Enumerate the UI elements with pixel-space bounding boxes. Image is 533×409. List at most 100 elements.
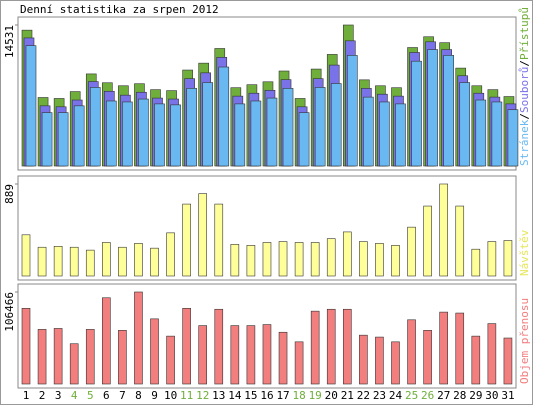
bar — [359, 334, 368, 385]
x-tick-label: 30 — [485, 389, 498, 402]
x-tick-label: 7 — [119, 389, 126, 402]
bar — [471, 248, 481, 277]
bar — [69, 246, 79, 277]
legend: Objem přenosu — [518, 298, 531, 384]
y-tick-label: 889 — [3, 184, 16, 204]
bar — [427, 49, 438, 167]
x-tick-label: 21 — [341, 389, 354, 402]
legend-entry: Objem přenosu — [518, 298, 531, 384]
bar — [154, 103, 165, 167]
bar — [391, 245, 400, 277]
bar — [230, 244, 240, 277]
y-tick-label: 14531 — [3, 25, 16, 58]
bar — [166, 335, 175, 385]
bar — [246, 325, 256, 385]
x-tick-label: 4 — [71, 389, 78, 402]
bar — [310, 242, 320, 277]
bar — [262, 324, 272, 385]
bar — [150, 318, 159, 385]
x-tick-label: 23 — [373, 389, 386, 402]
bar — [443, 55, 454, 167]
x-tick-label: 5 — [87, 389, 94, 402]
bar — [314, 87, 326, 167]
x-tick-label: 3 — [55, 389, 62, 402]
bar — [379, 101, 390, 167]
x-tick-label: 18 — [293, 389, 306, 402]
bar — [342, 308, 352, 385]
chart-title: Denní statistika za srpen 2012 — [20, 3, 219, 16]
legend: Stránek/Souborů/Přístupů — [518, 7, 531, 166]
x-tick-label: 24 — [389, 389, 403, 402]
bar — [282, 88, 294, 167]
bar — [21, 308, 31, 385]
bar — [85, 329, 95, 385]
legend: Návštěv — [518, 229, 531, 276]
bar — [375, 336, 384, 385]
legend-separator: / — [518, 60, 531, 67]
bar — [503, 337, 513, 385]
x-tick-label: 29 — [469, 389, 482, 402]
y-tick-label: 106466 — [3, 292, 16, 332]
bar — [278, 331, 288, 385]
bar — [166, 232, 175, 277]
bar — [102, 242, 111, 277]
bar — [118, 246, 127, 277]
bar — [294, 341, 304, 385]
bar — [246, 245, 256, 277]
bar — [503, 240, 513, 277]
bar — [455, 312, 465, 385]
x-tick-label: 12 — [196, 389, 209, 402]
bar — [214, 308, 224, 385]
bar — [326, 308, 336, 385]
bar — [278, 241, 288, 277]
x-tick-label: 27 — [437, 389, 450, 402]
bar — [439, 183, 448, 277]
bar — [487, 323, 497, 385]
bar — [118, 330, 127, 385]
bar — [150, 247, 159, 277]
bar — [53, 328, 63, 385]
bar — [73, 105, 85, 167]
x-tick-label: 16 — [260, 389, 273, 402]
bar — [363, 96, 374, 167]
legend-entry: Návštěv — [518, 229, 531, 276]
bar — [391, 341, 400, 385]
x-tick-label: 28 — [453, 389, 466, 402]
x-tick-label: 19 — [309, 389, 322, 402]
legend-entry: Souborů — [518, 67, 531, 113]
bar — [21, 234, 31, 277]
bar — [122, 101, 133, 167]
bar — [359, 241, 368, 277]
bar — [475, 99, 487, 167]
bar — [53, 245, 63, 277]
x-tick-label: 25 — [405, 389, 418, 402]
bar — [294, 242, 304, 277]
bar — [214, 203, 224, 277]
x-tick-label: 31 — [501, 389, 514, 402]
bar — [218, 66, 230, 167]
bar — [471, 335, 481, 385]
bar — [342, 231, 352, 277]
x-tick-label: 22 — [357, 389, 370, 402]
bar — [423, 330, 432, 385]
bar — [41, 112, 53, 167]
bar — [138, 98, 149, 167]
bar — [491, 101, 503, 167]
x-tick-label: 13 — [212, 389, 225, 402]
legend-entry: Přístupů — [518, 7, 531, 60]
x-tick-label: 17 — [276, 389, 289, 402]
bar — [459, 82, 471, 167]
bar — [198, 193, 208, 277]
bar — [102, 297, 111, 385]
bar — [106, 100, 117, 167]
bar — [395, 103, 406, 167]
bar — [375, 243, 384, 277]
bar — [298, 112, 310, 167]
bar — [487, 241, 497, 277]
bar — [25, 45, 37, 167]
bar — [407, 226, 416, 277]
x-tick-label: 1 — [23, 389, 30, 402]
bar — [202, 82, 214, 167]
x-tick-label: 10 — [164, 389, 177, 402]
